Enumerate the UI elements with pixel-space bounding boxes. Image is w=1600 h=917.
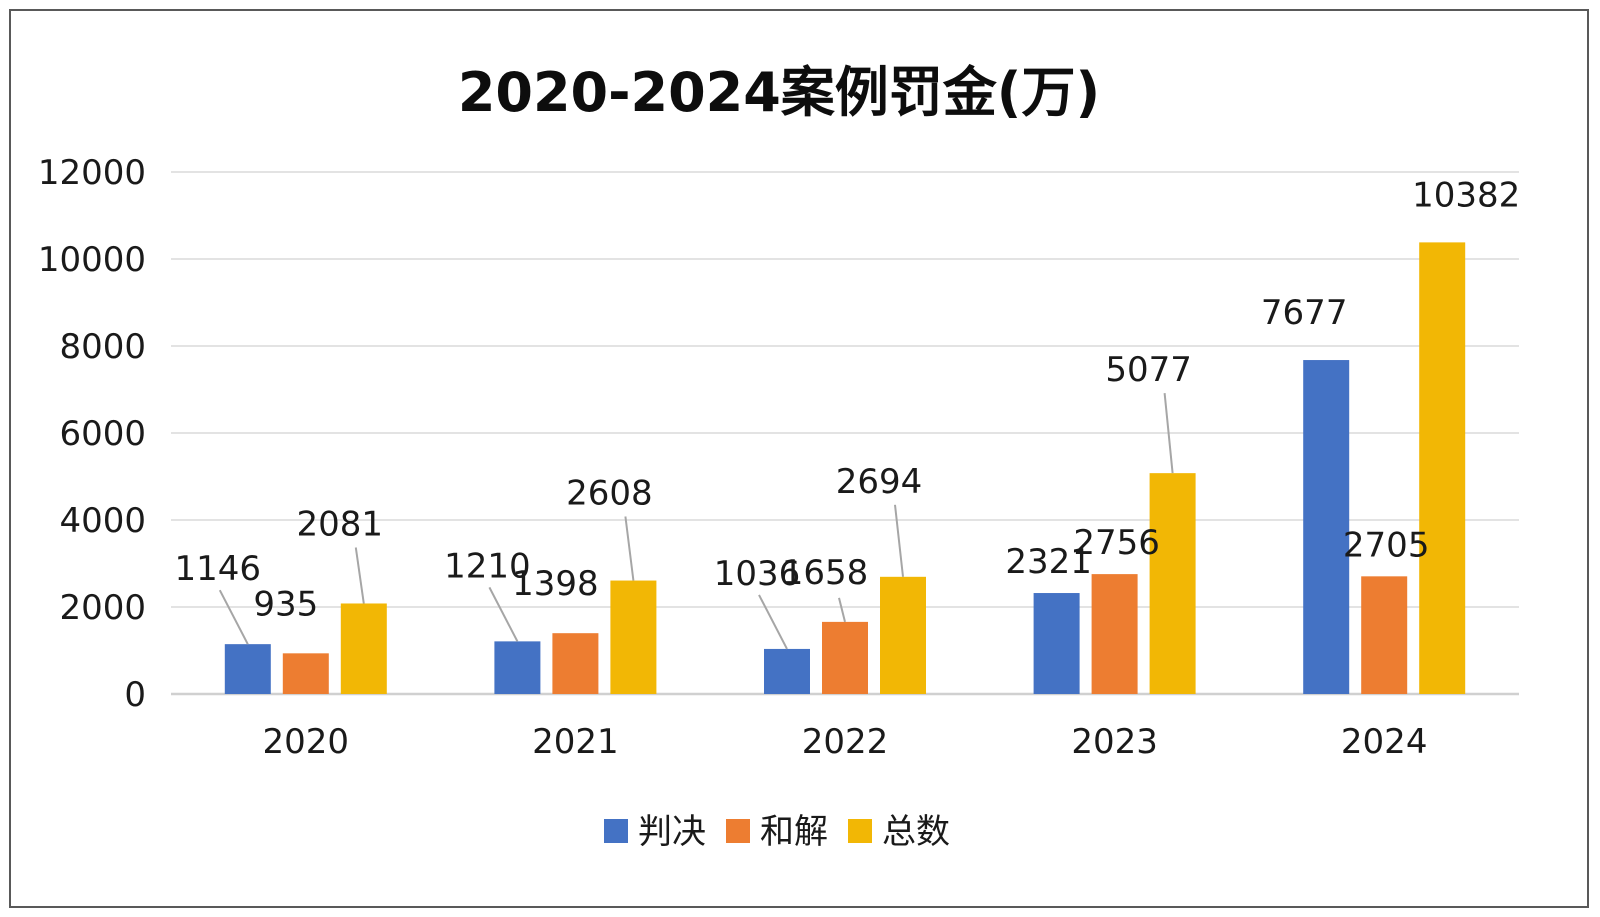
bar-3-2023 bbox=[1149, 473, 1196, 694]
bar-1-2023 bbox=[1033, 593, 1080, 694]
leader-line bbox=[894, 504, 904, 577]
data-label: 2694 bbox=[836, 462, 923, 502]
data-label: 1210 bbox=[444, 546, 531, 586]
legend-label: 和解 bbox=[760, 812, 828, 852]
bar-3-2024 bbox=[1419, 242, 1466, 694]
data-label: 2081 bbox=[297, 504, 384, 544]
leader-line bbox=[1163, 393, 1174, 474]
legend-label: 判决 bbox=[638, 812, 706, 852]
leader-line bbox=[758, 594, 788, 650]
gridlines bbox=[171, 171, 1519, 696]
data-label: 2705 bbox=[1343, 525, 1430, 565]
data-label: 7677 bbox=[1261, 293, 1348, 333]
x-tick-label: 2021 bbox=[532, 722, 619, 762]
bar-2-2020 bbox=[282, 653, 329, 694]
leader-line bbox=[838, 597, 846, 623]
chart-title: 2020-2024案例罚金(万) bbox=[458, 61, 1100, 124]
data-label: 1146 bbox=[175, 549, 262, 589]
leader-line bbox=[218, 589, 249, 645]
y-tick-label: 12000 bbox=[38, 153, 146, 193]
data-labels: 1146935208112101398260810361658269423212… bbox=[175, 175, 1521, 624]
legend: 判决 和解 总数 bbox=[604, 812, 950, 852]
bar-1-2021 bbox=[494, 641, 541, 694]
data-label: 10382 bbox=[1412, 175, 1520, 215]
legend-swatch bbox=[604, 819, 628, 843]
bar-1-2020 bbox=[224, 644, 271, 694]
bars bbox=[224, 242, 1466, 694]
x-tick-label: 2023 bbox=[1071, 722, 1158, 762]
x-tick-label: 2020 bbox=[263, 722, 350, 762]
data-label: 2756 bbox=[1073, 523, 1160, 563]
y-axis-tick-labels: 0 2000 4000 6000 8000 10000 12000 bbox=[38, 153, 146, 715]
bar-2-2021 bbox=[552, 633, 599, 694]
data-label: 1658 bbox=[782, 553, 869, 593]
bar-2-2023 bbox=[1091, 574, 1138, 694]
y-tick-label: 0 bbox=[124, 675, 146, 715]
y-tick-label: 6000 bbox=[59, 414, 146, 454]
y-tick-label: 2000 bbox=[59, 588, 146, 628]
y-tick-label: 8000 bbox=[59, 327, 146, 367]
bar-3-2021 bbox=[610, 580, 657, 694]
data-label: 1036 bbox=[714, 554, 801, 594]
x-tick-label: 2022 bbox=[802, 722, 889, 762]
data-label: 5077 bbox=[1105, 350, 1192, 390]
bar-1-2024 bbox=[1303, 360, 1350, 694]
data-label: 2608 bbox=[566, 474, 653, 514]
y-tick-label: 4000 bbox=[59, 501, 146, 541]
chart-frame: 2020-2024案例罚金(万) 0 2000 4000 6000 8000 10000 1… bbox=[9, 9, 1589, 908]
chart-canvas: 2020-2024案例罚金(万) 0 2000 4000 6000 8000 10000 1… bbox=[38, 61, 1521, 852]
bar-3-2022 bbox=[880, 576, 926, 694]
legend-swatch bbox=[848, 819, 872, 843]
legend-swatch bbox=[726, 819, 750, 843]
bar-1-2022 bbox=[764, 648, 810, 694]
data-label: 935 bbox=[253, 584, 318, 624]
bar-2-2024 bbox=[1361, 576, 1408, 694]
data-label-leader-lines bbox=[218, 393, 1174, 650]
leader-line bbox=[488, 586, 519, 642]
x-tick-label: 2024 bbox=[1341, 722, 1428, 762]
data-label: 2321 bbox=[1005, 542, 1092, 582]
y-tick-label: 10000 bbox=[38, 240, 146, 280]
data-label: 1398 bbox=[512, 564, 599, 604]
bar-2-2022 bbox=[822, 621, 868, 694]
bar-3-2020 bbox=[340, 603, 387, 694]
leader-line bbox=[354, 547, 365, 604]
x-axis-tick-labels: 2020 2021 2022 2023 2024 bbox=[263, 722, 1428, 762]
leader-line bbox=[624, 516, 635, 581]
legend-label: 总数 bbox=[882, 812, 950, 852]
